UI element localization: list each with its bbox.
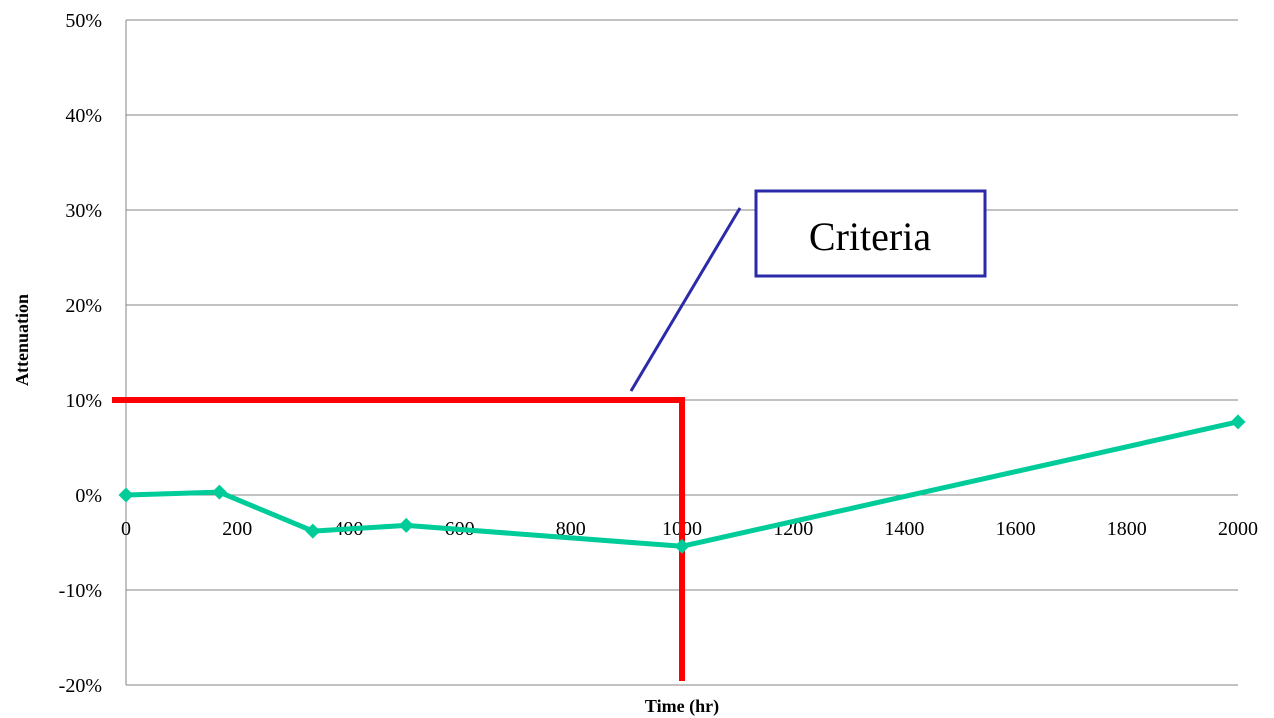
y-tick-label: 30% [65, 200, 102, 222]
series-line [125, 419, 1239, 549]
data-point-marker [118, 487, 134, 503]
x-tick-label: 800 [556, 518, 586, 540]
data-point-marker [398, 517, 414, 533]
x-tick-label: 1400 [884, 518, 924, 540]
y-tick-label: 20% [65, 295, 102, 317]
x-tick-label: 1600 [996, 518, 1036, 540]
x-tick-label: 2000 [1218, 518, 1258, 540]
y-tick-label: 50% [65, 10, 102, 32]
y-tick-label: -10% [59, 580, 102, 602]
x-tick-label: 0 [121, 518, 131, 540]
y-tick-labels: -20% -10% 0% 10% 20% 30% 40% 50% [59, 10, 102, 697]
data-point-marker [674, 538, 690, 554]
callout-box [754, 189, 987, 278]
callout-leader-line [629, 207, 742, 392]
callout-label: Criteria [809, 214, 931, 259]
x-axis-title: Time (hr) [645, 696, 719, 717]
criteria-callout: Criteria [629, 189, 987, 392]
y-tick-label: 10% [65, 390, 102, 412]
data-point-marker [1230, 414, 1246, 430]
data-point-marker [211, 484, 227, 500]
x-tick-label: 200 [222, 518, 252, 540]
y-tick-label: 40% [65, 105, 102, 127]
axes [125, 20, 1238, 686]
data-point-marker [305, 523, 321, 539]
y-tick-label: -20% [59, 675, 102, 697]
y-axis-title: Attenuation [12, 294, 32, 386]
series-attenuation [118, 414, 1246, 554]
y-tick-label: 0% [75, 485, 102, 507]
x-tick-label: 1800 [1107, 518, 1147, 540]
